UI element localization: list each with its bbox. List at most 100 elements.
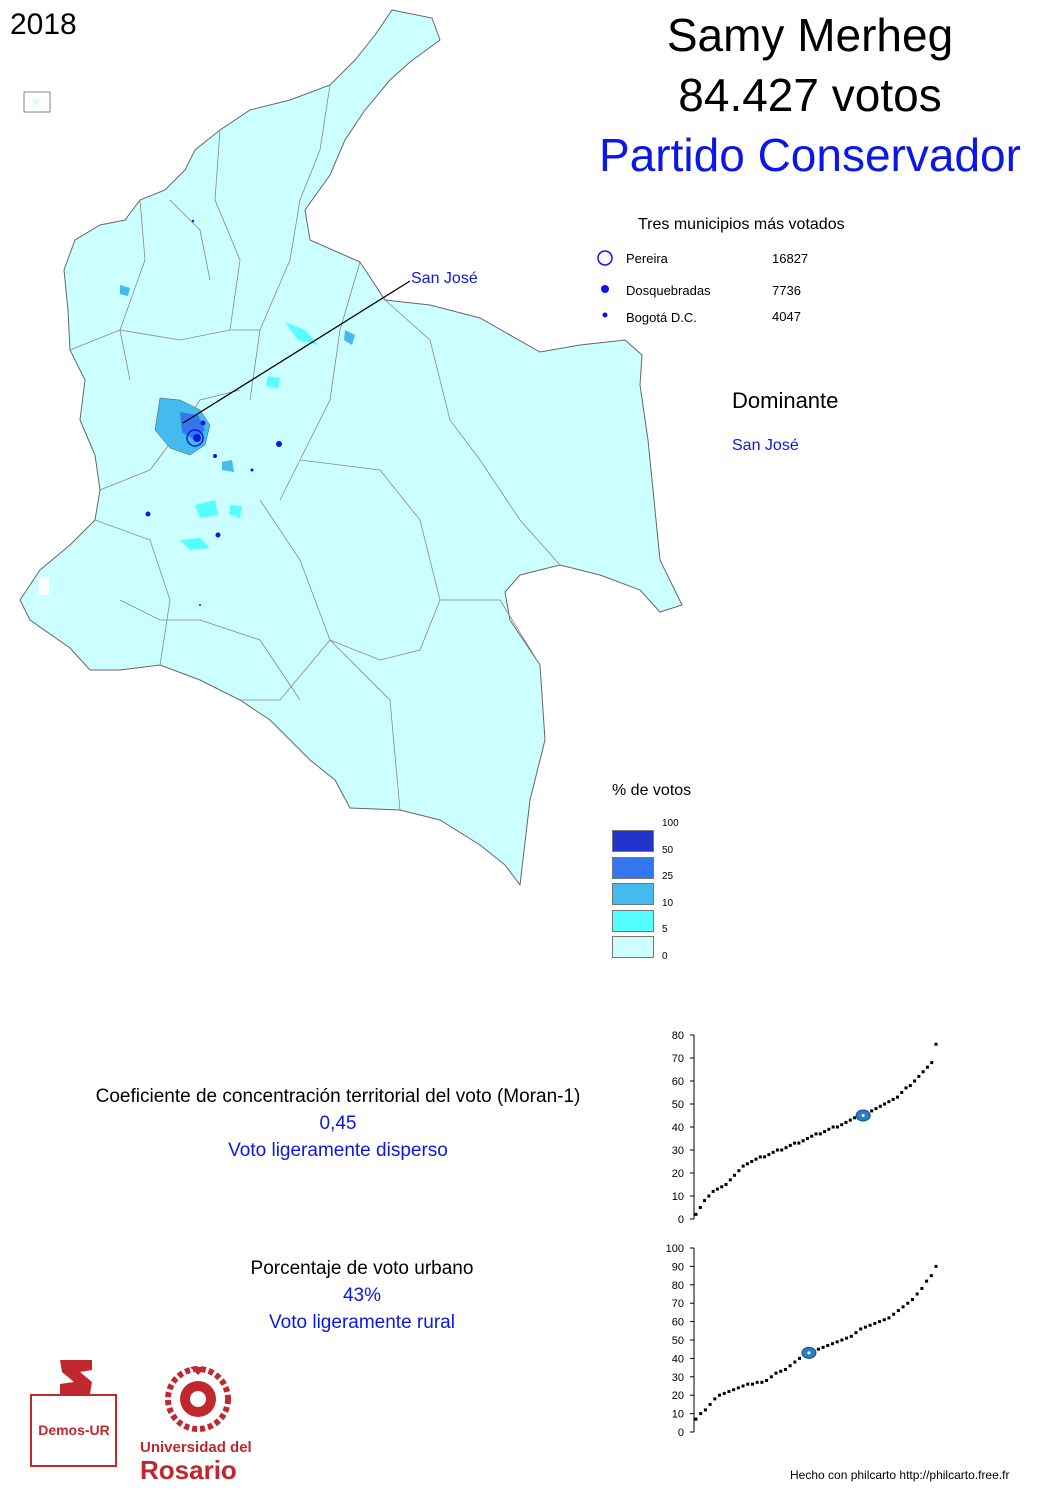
legend-break-5: 5: [662, 924, 668, 935]
chart-point: [934, 1264, 938, 1268]
chart-point: [823, 1130, 827, 1134]
chart-point: [755, 1380, 759, 1384]
chart-point: [793, 1360, 797, 1364]
chart-point: [873, 1321, 877, 1325]
chart-point: [788, 1364, 792, 1368]
dosquebradas-symbol: [601, 285, 609, 293]
chart-point: [827, 1127, 831, 1131]
chart-point: [698, 1206, 702, 1209]
chart-point: [814, 1132, 818, 1136]
chart-point: [750, 1160, 754, 1163]
chart-point: [891, 1097, 895, 1101]
chart-point: [830, 1342, 834, 1346]
chart-point: [874, 1107, 878, 1111]
chart-point: [722, 1391, 726, 1395]
credit-text: Hecho con philcarto http://philcarto.fre…: [790, 1468, 1010, 1482]
chart-point: [859, 1327, 863, 1331]
urban-desc: Voto ligeramente rural: [269, 1312, 455, 1333]
chart-point: [703, 1199, 707, 1203]
chart-point: [921, 1070, 925, 1074]
bogota-symbol: [602, 312, 608, 318]
chart-point: [854, 1331, 858, 1335]
top3-value-2: 7736: [772, 283, 801, 298]
chart-y-tick-label: 50: [672, 1335, 684, 1347]
chart-point: [878, 1320, 882, 1324]
legend-swatch-1: [612, 830, 654, 852]
chart-point: [925, 1279, 929, 1283]
chart-point: [728, 1178, 732, 1182]
chart-point: [797, 1141, 801, 1145]
chart-point: [745, 1162, 749, 1166]
chart-point: [870, 1109, 874, 1113]
chart-y-tick-label: 50: [672, 1099, 684, 1111]
rosario-line1: Universidad del: [140, 1439, 252, 1456]
chart-point: [783, 1367, 787, 1371]
top3-name-1: Pereira: [626, 251, 668, 266]
chart-y-tick-label: 90: [672, 1261, 684, 1273]
chart-point: [917, 1074, 921, 1078]
chart-point: [788, 1143, 792, 1147]
map-territory: [19, 9, 683, 887]
callout-line: [182, 280, 411, 424]
chart-y-tick-label: 70: [672, 1298, 684, 1310]
chart-point: [929, 1274, 933, 1278]
party-name: Partido Conservador: [599, 129, 1021, 181]
municipality-dots: [145, 219, 282, 606]
legend: 100 50 25 10 5 0: [612, 818, 732, 970]
chart-point: [733, 1173, 737, 1177]
chart-point: [853, 1116, 857, 1120]
top3-name-2: Dosquebradas: [626, 283, 711, 298]
urban-title: Porcentaje de voto urbano: [250, 1258, 474, 1279]
chart-point: [892, 1312, 896, 1316]
rosario-line2: Rosario: [140, 1455, 237, 1485]
chart-y-tick-label: 40: [672, 1353, 684, 1365]
rosario-seal: [165, 1366, 231, 1432]
chart-point: [901, 1305, 905, 1309]
chart-point: [805, 1137, 809, 1140]
chart-point: [878, 1104, 882, 1108]
chart-point: [801, 1139, 805, 1143]
chart-y-tick-label: 30: [672, 1372, 684, 1384]
chart-y-tick-label: 20: [672, 1168, 684, 1180]
chart-y-tick-label: 10: [672, 1409, 684, 1421]
chart-y-tick-label: 70: [672, 1053, 684, 1065]
chart-y-tick-label: 60: [672, 1076, 684, 1088]
chart-point: [750, 1382, 754, 1386]
chart-point: [746, 1382, 750, 1386]
top3-title: Tres municipios más votados: [638, 216, 845, 233]
legend-title: % de votos: [612, 782, 692, 799]
moran-chart: 0 10 20 30 40 50 60 70 80: [672, 1030, 938, 1226]
legend-break-1: 100: [662, 818, 679, 829]
chart-point: [915, 1292, 919, 1296]
top3-name-3: Bogotá D.C.: [626, 310, 697, 325]
chart-point: [920, 1286, 924, 1290]
chart-point: [736, 1386, 740, 1390]
chart-point: [784, 1146, 788, 1150]
chart-point: [775, 1148, 779, 1152]
chart-point: [694, 1212, 698, 1216]
chart-point: [715, 1187, 719, 1191]
pereira-symbol: [597, 250, 613, 266]
chart-point: [930, 1061, 934, 1065]
chart-point: [900, 1091, 904, 1094]
chart-y-tick-label: 0: [678, 1214, 684, 1226]
moran-value: 0,45: [319, 1113, 357, 1134]
chart-point: [703, 1408, 707, 1412]
colombia-map: San José: [19, 9, 683, 887]
chart-point: [863, 1325, 867, 1329]
chart-y-tick-label: 10: [672, 1191, 684, 1203]
top3-value-3: 4047: [772, 309, 801, 324]
demos-logo: Demos-UR: [30, 1360, 118, 1468]
legend-break-4: 10: [662, 898, 674, 909]
chart-point: [741, 1384, 745, 1388]
chart-point: [906, 1301, 910, 1305]
chart-point: [767, 1153, 771, 1157]
legend-break-6: 0: [662, 951, 668, 962]
legend-break-3: 25: [662, 871, 674, 882]
top3-value-1: 16827: [772, 251, 809, 266]
chart-point: [727, 1390, 731, 1394]
vote-count: 84.427 votos: [678, 69, 942, 121]
chart-y-tick-label: 40: [672, 1122, 684, 1134]
legend-swatch-2: [612, 857, 654, 879]
chart-point: [887, 1100, 891, 1104]
